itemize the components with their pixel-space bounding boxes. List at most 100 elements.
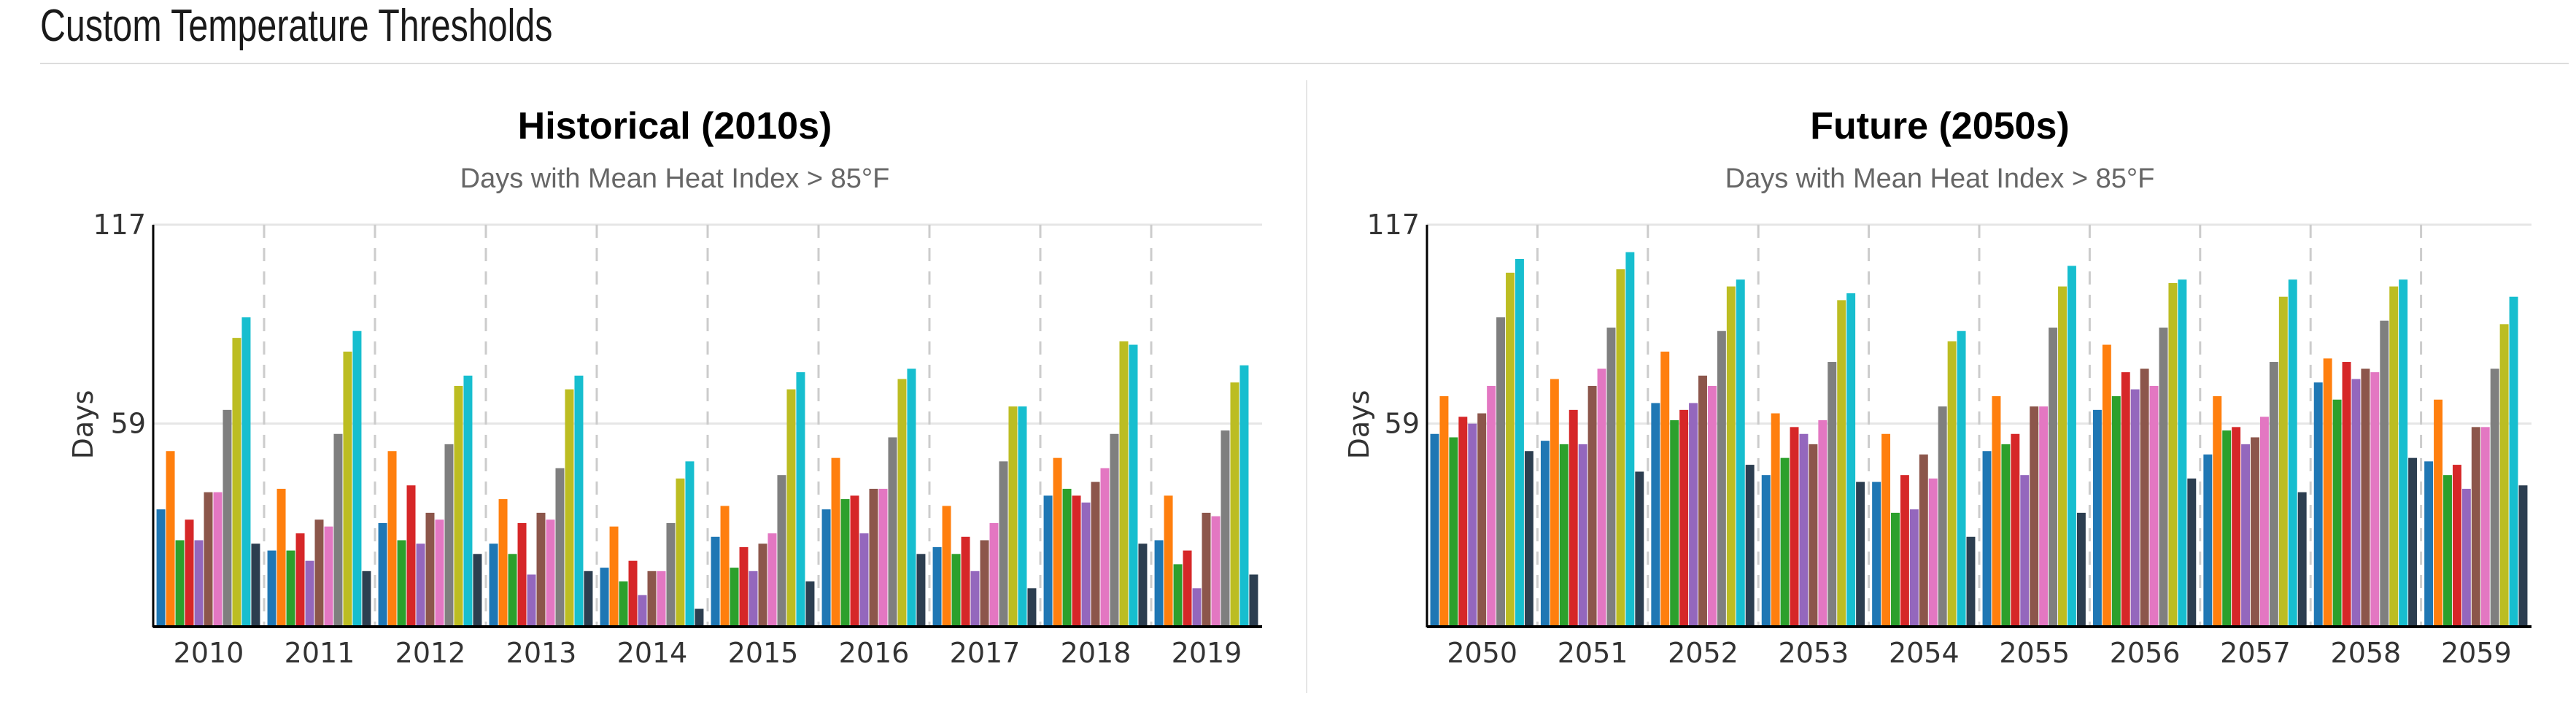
x-tick-label: 2017 bbox=[950, 637, 1021, 669]
x-tick-label: 2013 bbox=[506, 637, 577, 669]
y-tick-label: 117 bbox=[93, 209, 146, 241]
bar bbox=[878, 488, 888, 626]
bar bbox=[185, 519, 194, 626]
bar bbox=[2020, 475, 2030, 626]
bar bbox=[1957, 330, 1966, 626]
bar bbox=[767, 533, 777, 626]
bar bbox=[1625, 252, 1635, 627]
bar bbox=[2399, 279, 2408, 626]
bar bbox=[276, 488, 286, 626]
bar bbox=[1587, 385, 1597, 626]
bar bbox=[961, 536, 970, 626]
bar bbox=[1211, 516, 1221, 626]
bar bbox=[1110, 433, 1119, 626]
bar bbox=[251, 544, 260, 626]
bar bbox=[517, 522, 527, 626]
bar bbox=[1569, 409, 1578, 626]
bar bbox=[840, 499, 850, 626]
bar bbox=[1660, 351, 1670, 626]
x-tick-label: 2059 bbox=[2441, 637, 2512, 669]
bar bbox=[2351, 379, 2361, 626]
bar bbox=[2178, 279, 2187, 626]
bar bbox=[223, 409, 232, 626]
bar bbox=[267, 550, 276, 626]
bar bbox=[657, 571, 666, 626]
bar bbox=[907, 368, 916, 626]
bar bbox=[565, 389, 574, 626]
bar bbox=[2111, 396, 2121, 626]
historical-chart: Historical (2010s) Days with Mean Heat I… bbox=[67, 105, 1262, 669]
x-tick-label: 2053 bbox=[1779, 637, 1849, 669]
bar bbox=[1670, 420, 1679, 626]
bar bbox=[2518, 485, 2528, 626]
bar bbox=[416, 544, 425, 626]
y-tick-label: 117 bbox=[1366, 209, 1420, 241]
chart-subtitle: Days with Mean Heat Index > 85°F bbox=[1725, 163, 2155, 194]
bar bbox=[378, 522, 387, 626]
bar bbox=[1846, 293, 1856, 626]
bar bbox=[584, 571, 593, 626]
bar bbox=[850, 495, 859, 626]
bar bbox=[2380, 320, 2389, 626]
bar bbox=[1909, 509, 1919, 626]
bar bbox=[2102, 344, 2111, 626]
bar bbox=[2370, 372, 2380, 626]
bar bbox=[1540, 441, 1550, 626]
bar bbox=[204, 492, 213, 626]
bar bbox=[1183, 550, 1192, 626]
bar bbox=[897, 379, 907, 626]
bar bbox=[397, 540, 406, 626]
bar bbox=[1458, 417, 1468, 626]
y-axis-label: Days bbox=[67, 390, 99, 460]
bar bbox=[1745, 465, 1755, 626]
bar bbox=[1947, 341, 1957, 626]
bar bbox=[2323, 358, 2332, 626]
bar bbox=[932, 546, 942, 626]
bar bbox=[175, 540, 185, 626]
x-tick-label: 2052 bbox=[1668, 637, 1738, 669]
bar bbox=[213, 492, 223, 626]
bar bbox=[2499, 324, 2509, 626]
bar bbox=[758, 544, 767, 626]
bar bbox=[2297, 492, 2307, 626]
bar bbox=[2187, 478, 2197, 626]
bar bbox=[343, 351, 352, 626]
bar bbox=[1881, 433, 1891, 626]
bar bbox=[1487, 385, 1496, 626]
bar bbox=[2241, 444, 2251, 626]
bar bbox=[1597, 368, 1606, 626]
bar bbox=[2140, 368, 2149, 626]
bar bbox=[574, 375, 584, 626]
bar bbox=[951, 554, 961, 626]
x-tick-label: 2050 bbox=[1447, 637, 1517, 669]
bar bbox=[1928, 478, 1938, 626]
bar bbox=[2361, 368, 2370, 626]
bar bbox=[786, 389, 796, 626]
x-tick-label: 2054 bbox=[1889, 637, 1960, 669]
bar bbox=[1982, 451, 1992, 626]
bar bbox=[1449, 437, 1458, 626]
bar bbox=[2049, 328, 2058, 626]
bar bbox=[2001, 444, 2011, 626]
bar bbox=[425, 512, 435, 626]
bar bbox=[859, 533, 869, 626]
bar bbox=[1726, 286, 1736, 626]
bar bbox=[352, 330, 362, 626]
bar bbox=[2251, 437, 2259, 626]
bar bbox=[676, 478, 685, 626]
bar bbox=[1578, 444, 1587, 626]
bar bbox=[1129, 344, 1138, 626]
bar bbox=[1550, 379, 1559, 626]
bar bbox=[527, 574, 536, 626]
bar bbox=[942, 506, 951, 626]
bar bbox=[286, 550, 295, 626]
bar bbox=[435, 519, 444, 626]
bar bbox=[796, 372, 805, 626]
bar bbox=[1053, 457, 1062, 626]
bar bbox=[720, 506, 730, 626]
bar bbox=[555, 468, 565, 626]
bar bbox=[473, 554, 482, 626]
bar bbox=[2259, 417, 2269, 626]
bar bbox=[1043, 495, 1053, 626]
x-tick-label: 2056 bbox=[2110, 637, 2181, 669]
